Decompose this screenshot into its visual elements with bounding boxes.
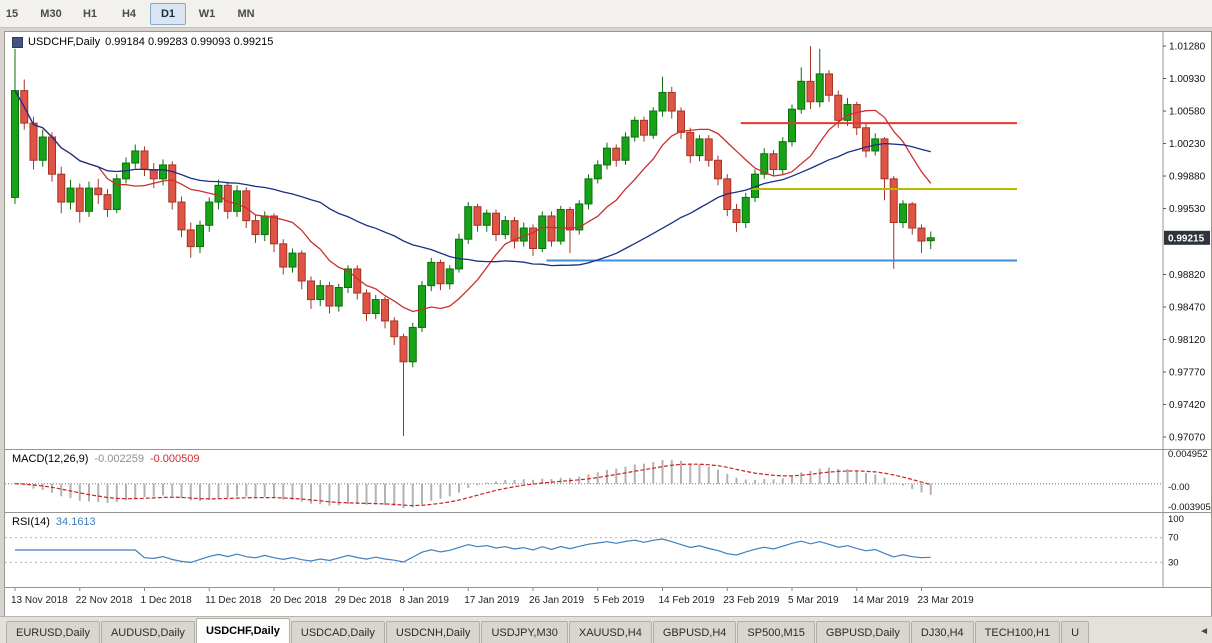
rsi-line — [15, 538, 931, 564]
price-tick-label: 1.00930 — [1169, 74, 1206, 85]
rsi-scale[interactable]: 100 70 30 — [1162, 513, 1184, 587]
horizontal-trend-lines[interactable] — [546, 122, 1018, 262]
date-tick-label: 13 Nov 2018 — [11, 595, 68, 606]
tab-scroll-left-icon[interactable]: ◄ — [1199, 626, 1209, 637]
macd-scale-label: -0.00 — [1168, 482, 1190, 493]
svg-text:0.99215: 0.99215 — [1168, 233, 1205, 244]
moving-average-lines — [14, 90, 932, 313]
rsi-canvas[interactable]: 100 70 30 — [5, 513, 1211, 587]
chart-tab-usdcad-daily[interactable]: USDCAD,Daily — [290, 621, 385, 643]
timeframe-button-d1[interactable]: D1 — [150, 2, 186, 25]
candles — [11, 46, 935, 437]
timeframe-button-w1[interactable]: W1 — [198, 7, 216, 20]
price-tick-label: 0.99880 — [1169, 172, 1206, 183]
macd-header: MACD(12,26,9) -0.002259 -0.000509 — [12, 453, 200, 465]
price-tick-label: 0.97070 — [1169, 433, 1206, 444]
price-tick-label: 0.97420 — [1169, 400, 1206, 411]
price-tick-label: 1.00230 — [1169, 139, 1206, 150]
timeframe-button-m30[interactable]: M30 — [40, 7, 62, 20]
price-scale[interactable]: 1.01280 1.00930 1.00580 1.00230 0.99880 0.995… — [1162, 32, 1210, 449]
date-tick-label: 23 Mar 2019 — [918, 595, 975, 606]
chart-icon — [12, 36, 23, 48]
price-tick-label: 1.00580 — [1169, 107, 1206, 118]
pane-splitter[interactable] — [5, 587, 1211, 588]
main-chart-canvas[interactable]: 1.01280 1.00930 1.00580 1.00230 0.99880 0.995… — [5, 32, 1211, 449]
rsi-scale-label: 30 — [1168, 557, 1179, 568]
date-tick-label: 5 Mar 2019 — [788, 595, 839, 606]
chart-tab-tech100-h1[interactable]: TECH100,H1 — [974, 621, 1061, 643]
price-tick-label: 0.97770 — [1169, 368, 1206, 379]
bid-price-badge: 0.99215 — [1164, 230, 1210, 245]
rsi-scale-label: 100 — [1168, 514, 1184, 525]
date-tick-label: 1 Dec 2018 — [141, 595, 193, 606]
macd-scale-label: -0.003905 — [1168, 502, 1211, 512]
timeframe-button-15[interactable]: 15 — [5, 7, 19, 20]
chart-tab-gbpusd-h4[interactable]: GBPUSD,H4 — [652, 621, 737, 643]
rsi-name: RSI(14) — [12, 516, 50, 528]
chart-symbol-period: USDCHF,Daily — [28, 36, 101, 48]
pane-splitter[interactable] — [5, 449, 1211, 450]
date-tick-label: 5 Feb 2019 — [594, 595, 645, 606]
chart-ohlc-values: 0.99184 0.99283 0.99093 0.99215 — [105, 36, 274, 48]
date-tick-label: 11 Dec 2018 — [205, 595, 261, 606]
chart-tab-gbpusd-daily[interactable]: GBPUSD,Daily — [815, 621, 910, 643]
macd-signal-line — [14, 463, 931, 507]
macd-name: MACD(12,26,9) — [12, 453, 89, 465]
date-tick-label: 14 Mar 2019 — [853, 595, 910, 606]
macd-signal-value: -0.000509 — [149, 453, 200, 465]
chart-tab-eurusd-daily[interactable]: EURUSD,Daily — [6, 621, 100, 643]
chart-tab-xauusd-h4[interactable]: XAUUSD,H4 — [568, 621, 652, 643]
timeframe-button-h1[interactable]: H1 — [82, 7, 98, 20]
rsi-value: 34.1613 — [55, 516, 96, 528]
macd-scale-label: 0.004952 — [1168, 450, 1208, 460]
date-tick-label: 8 Jan 2019 — [400, 595, 450, 606]
chart-tab-dj30-h4[interactable]: DJ30,H4 — [910, 621, 974, 643]
date-tick-label: 23 Feb 2019 — [723, 595, 780, 606]
timeframe-button-mn[interactable]: MN — [237, 7, 255, 20]
timeframe-toolbar: 15 M30 H1 H4 D1 W1 MN — [0, 0, 1212, 28]
price-tick-label: 0.99530 — [1169, 204, 1206, 215]
chart-tab-u[interactable]: U — [1061, 621, 1090, 643]
date-tick-label: 17 Jan 2019 — [464, 595, 519, 606]
chart-tab-bar: EURUSD,Daily AUDUSD,Daily USDCHF,Daily USDC… — [0, 616, 1212, 643]
chart-tab-usdjpy-m30[interactable]: USDJPY,M30 — [481, 621, 568, 643]
date-tick-label: 14 Feb 2019 — [659, 595, 716, 606]
chart-title: USDCHF,Daily 0.99184 0.99283 0.99093 0.9… — [12, 36, 273, 48]
date-tick-label: 26 Jan 2019 — [529, 595, 584, 606]
chart-tab-audusd-daily[interactable]: AUDUSD,Daily — [100, 621, 195, 643]
chart-tab-usdchf-daily[interactable]: USDCHF,Daily — [195, 618, 290, 643]
macd-canvas[interactable]: 0.004952 -0.00 -0.003905 — [5, 450, 1211, 512]
chart-tab-usdcnh-daily[interactable]: USDCNH,Daily — [385, 621, 481, 643]
price-tick-label: 1.01280 — [1169, 42, 1206, 53]
date-tick-label: 22 Nov 2018 — [76, 595, 133, 606]
rsi-scale-label: 70 — [1168, 533, 1179, 544]
timeframe-button-h4[interactable]: H4 — [121, 7, 137, 20]
price-tick-label: 0.98120 — [1169, 335, 1206, 346]
chart-tab-sp500-m15[interactable]: SP500,M15 — [737, 621, 815, 643]
price-tick-label: 0.98470 — [1169, 302, 1206, 313]
rsi-header: RSI(14) 34.1613 — [12, 516, 96, 528]
macd-scale[interactable]: 0.004952 -0.00 -0.003905 — [1162, 450, 1211, 512]
time-scale[interactable]: 13 Nov 2018 22 Nov 2018 1 Dec 2018 11 Dec 2… — [5, 588, 1211, 614]
pane-splitter[interactable] — [5, 512, 1211, 513]
date-tick-label: 20 Dec 2018 — [270, 595, 327, 606]
date-tick-label: 29 Dec 2018 — [335, 595, 392, 606]
chart-window: USDCHF,Daily 0.99184 0.99283 0.99093 0.9… — [4, 31, 1212, 617]
price-tick-label: 0.98820 — [1169, 270, 1206, 281]
macd-main-value: -0.002259 — [94, 453, 144, 465]
